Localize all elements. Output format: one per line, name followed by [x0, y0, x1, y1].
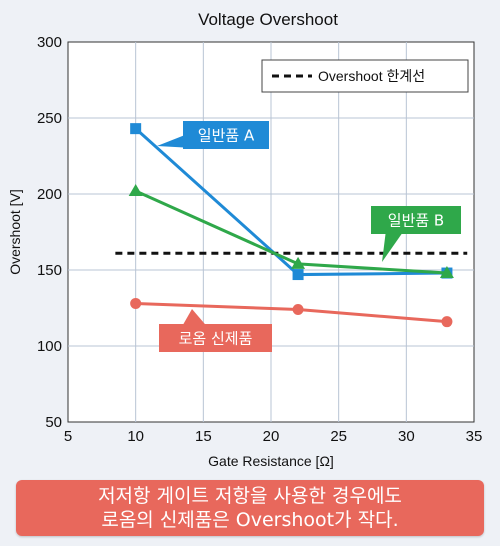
series-label-2: 일반품 B: [388, 212, 444, 230]
series-3-point: [441, 316, 453, 328]
series-group: [128, 123, 454, 328]
series-label-3: 로옴 신제품: [179, 330, 253, 348]
y-tick-label: 300: [37, 34, 62, 51]
y-tick-label: 200: [37, 186, 62, 203]
x-tick-label: 10: [127, 428, 144, 445]
caption-line-2: 로옴의 신제품은 Overshoot가 작다.: [101, 509, 399, 531]
series-3-point: [130, 297, 142, 309]
series-2-point: [439, 266, 454, 279]
x-tick-label: 5: [64, 428, 72, 445]
label-box-1: [183, 121, 269, 149]
series-label-1: 일반품 A: [198, 127, 255, 145]
series-2-point: [128, 183, 143, 196]
x-tick-label: 30: [398, 428, 415, 445]
label-box-3: [159, 324, 272, 352]
x-tick-label: 20: [263, 428, 280, 445]
label-pointer-2: [382, 230, 403, 262]
label-box-2: [371, 206, 461, 234]
axis-ticks: 5 10 15 20 25 30 35 50 100 150 200 250 300: [37, 34, 482, 445]
x-tick-label: 15: [195, 428, 212, 445]
series-3-point: [292, 304, 304, 316]
y-tick-label: 100: [37, 338, 62, 355]
chart: Voltage Overshoot 5 10 15 20 25 30 35 50 100 150 2…: [7, 10, 482, 469]
y-axis-label: Overshoot [V]: [7, 189, 23, 275]
series-labels: 일반품 A 일반품 B 로옴 신제품: [157, 121, 461, 352]
chart-title: Voltage Overshoot: [198, 10, 338, 29]
y-tick-label: 150: [37, 262, 62, 279]
x-tick-label: 25: [330, 428, 347, 445]
x-tick-label: 35: [466, 428, 483, 445]
series-2-point: [291, 256, 306, 269]
legend-threshold-label: Overshoot 한계선: [318, 68, 425, 84]
x-axis-label: Gate Resistance [Ω]: [208, 453, 334, 469]
summary-caption: 저저항 게이트 저항을 사용한 경우에도 로옴의 신제품은 Overshoot가…: [16, 480, 484, 536]
y-tick-label: 250: [37, 110, 62, 127]
series-1-point: [292, 269, 304, 281]
legend: Overshoot 한계선: [261, 59, 469, 93]
y-tick-label: 50: [45, 414, 62, 431]
series-1-point: [130, 123, 142, 135]
caption-line-1: 저저항 게이트 저항을 사용한 경우에도: [98, 485, 402, 507]
